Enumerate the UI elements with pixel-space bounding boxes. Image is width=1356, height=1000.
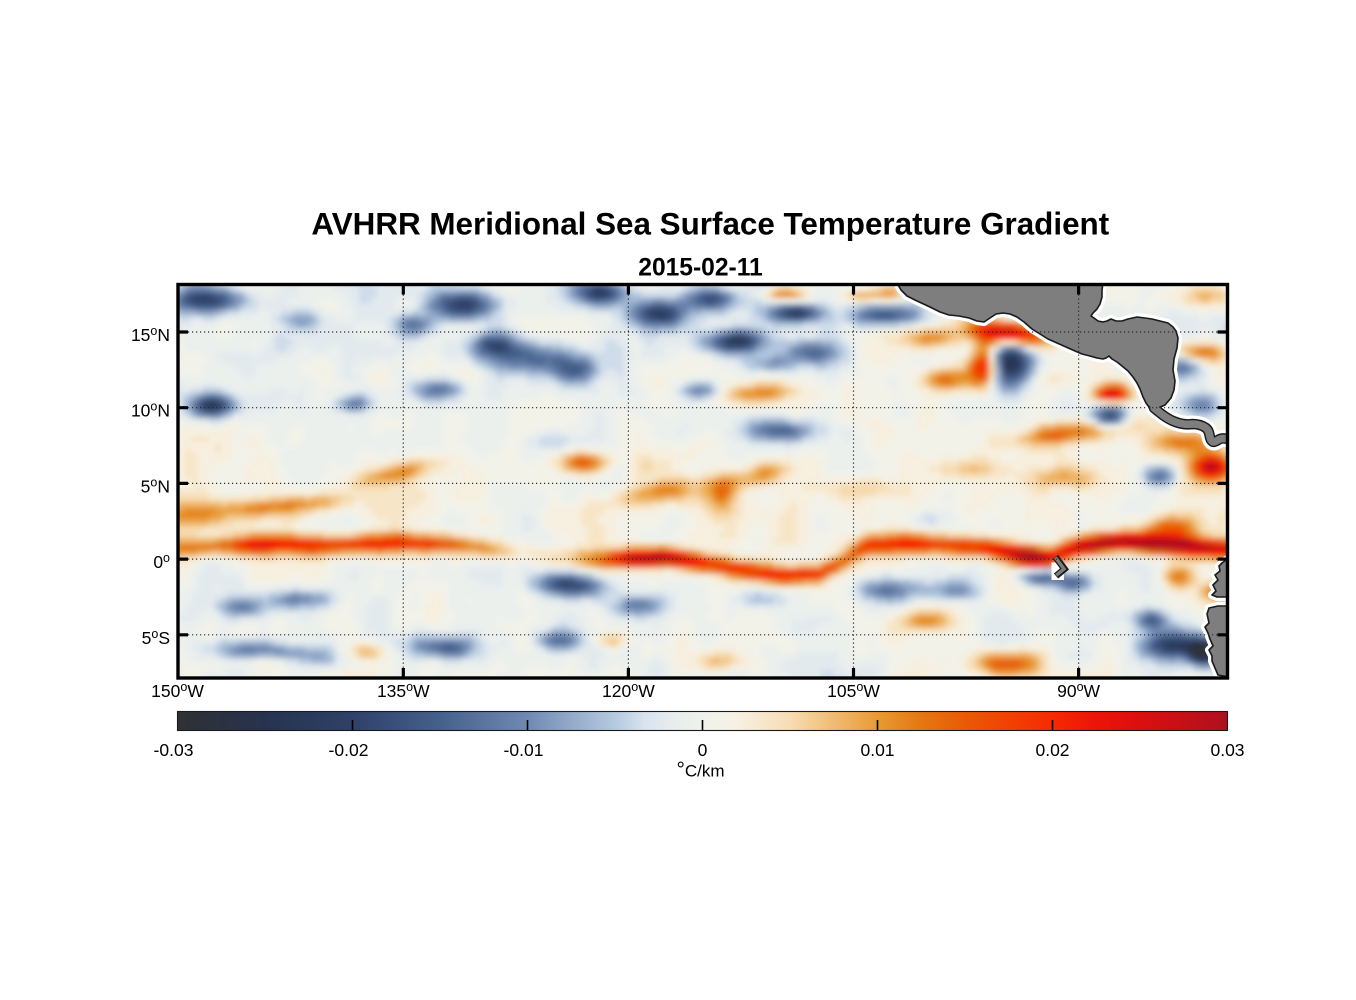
svg-text:0.01: 0.01 bbox=[860, 740, 894, 760]
svg-text:90oW: 90oW bbox=[1057, 680, 1100, 701]
svg-text:2015-02-11: 2015-02-11 bbox=[638, 254, 762, 281]
svg-text:120oW: 120oW bbox=[602, 680, 655, 701]
svg-text:135oW: 135oW bbox=[377, 680, 430, 701]
svg-text:5oS: 5oS bbox=[142, 627, 170, 648]
svg-text:0.03: 0.03 bbox=[1210, 740, 1244, 760]
svg-text:150oW: 150oW bbox=[151, 680, 204, 701]
svg-text:-0.01: -0.01 bbox=[504, 740, 544, 760]
svg-text:5oN: 5oN bbox=[141, 475, 170, 496]
svg-text:-0.02: -0.02 bbox=[329, 740, 369, 760]
svg-text:°C/km: °C/km bbox=[676, 759, 724, 782]
svg-text:10oN: 10oN bbox=[131, 400, 170, 421]
svg-text:0.02: 0.02 bbox=[1035, 740, 1069, 760]
svg-text:-0.03: -0.03 bbox=[154, 740, 194, 760]
svg-text:AVHRR Meridional Sea Surface T: AVHRR Meridional Sea Surface Temperature… bbox=[311, 207, 1109, 242]
svg-text:105oW: 105oW bbox=[827, 680, 880, 701]
svg-text:0: 0 bbox=[698, 740, 708, 760]
svg-text:15oN: 15oN bbox=[131, 324, 170, 345]
